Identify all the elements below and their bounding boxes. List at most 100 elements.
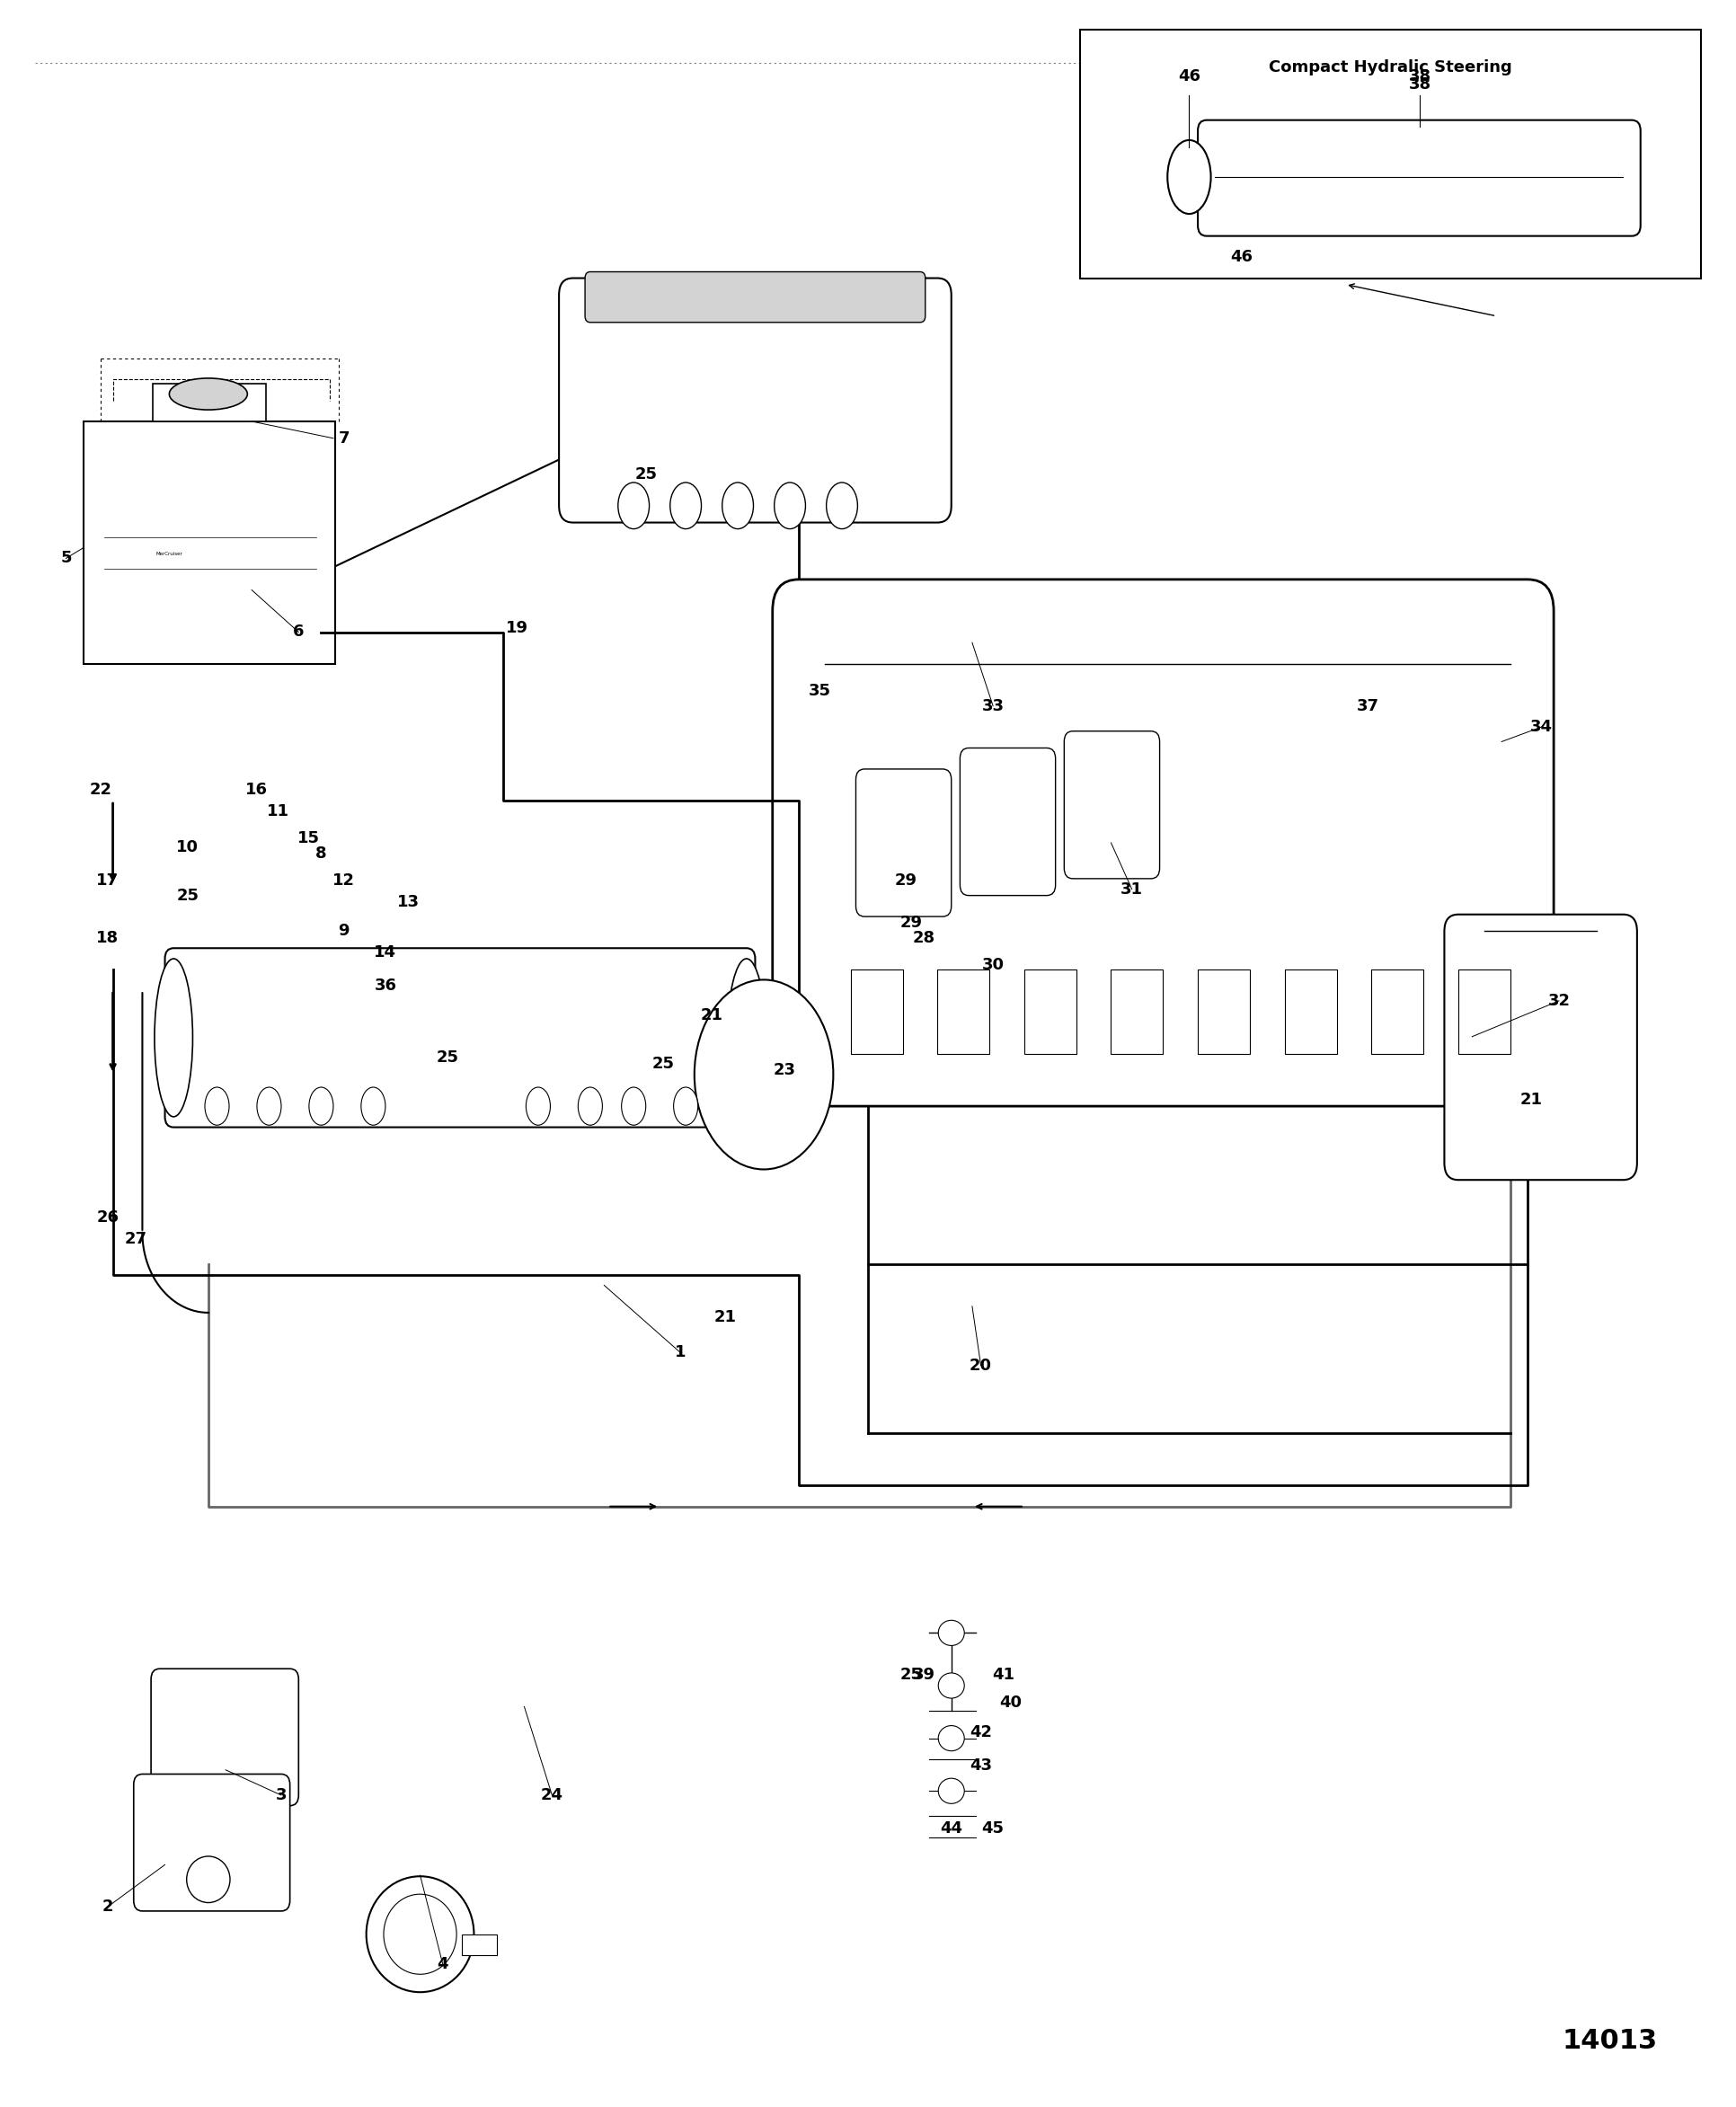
Ellipse shape <box>578 1087 602 1125</box>
Ellipse shape <box>939 1726 965 1751</box>
Ellipse shape <box>155 959 193 1117</box>
Text: 16: 16 <box>247 782 267 799</box>
Ellipse shape <box>694 980 833 1169</box>
Text: 44: 44 <box>941 1820 962 1837</box>
Bar <box>1024 969 1076 1054</box>
Text: 13: 13 <box>398 893 418 910</box>
Text: 38: 38 <box>1408 76 1432 93</box>
Bar <box>1111 969 1163 1054</box>
Text: 8: 8 <box>316 845 326 862</box>
Text: 3: 3 <box>276 1787 286 1804</box>
FancyBboxPatch shape <box>960 748 1055 895</box>
Text: 45: 45 <box>983 1820 1003 1837</box>
Text: 2: 2 <box>102 1898 113 1915</box>
Ellipse shape <box>309 1087 333 1125</box>
Ellipse shape <box>366 1875 474 1993</box>
Text: 35: 35 <box>809 683 830 700</box>
Bar <box>1458 969 1510 1054</box>
Text: 39: 39 <box>913 1667 934 1683</box>
Ellipse shape <box>205 1087 229 1125</box>
Text: 7: 7 <box>339 430 349 447</box>
FancyBboxPatch shape <box>165 948 755 1127</box>
Ellipse shape <box>674 1087 698 1125</box>
Ellipse shape <box>1167 141 1212 215</box>
Text: 34: 34 <box>1531 718 1552 735</box>
Ellipse shape <box>939 1620 965 1646</box>
Text: 12: 12 <box>333 872 354 889</box>
Text: 46: 46 <box>1231 249 1252 265</box>
Text: 22: 22 <box>90 782 111 799</box>
Text: 36: 36 <box>375 978 396 995</box>
Ellipse shape <box>384 1894 457 1974</box>
Ellipse shape <box>170 379 248 411</box>
Text: 14013: 14013 <box>1562 2029 1658 2054</box>
FancyBboxPatch shape <box>856 769 951 917</box>
Ellipse shape <box>257 1087 281 1125</box>
Ellipse shape <box>618 483 649 529</box>
Text: 23: 23 <box>774 1062 795 1079</box>
Text: 38: 38 <box>1408 67 1432 84</box>
FancyBboxPatch shape <box>1444 914 1637 1180</box>
Text: 20: 20 <box>970 1357 991 1374</box>
Text: 25: 25 <box>177 887 198 904</box>
Ellipse shape <box>526 1087 550 1125</box>
Text: 28: 28 <box>911 929 936 946</box>
FancyBboxPatch shape <box>559 278 951 523</box>
Bar <box>937 969 990 1054</box>
Text: 9: 9 <box>339 923 349 940</box>
Text: 21: 21 <box>701 1007 722 1024</box>
Text: 17: 17 <box>97 872 118 889</box>
Text: 25: 25 <box>437 1049 458 1066</box>
Text: 41: 41 <box>993 1667 1014 1683</box>
Text: 25: 25 <box>901 1667 922 1683</box>
Text: 27: 27 <box>125 1230 146 1247</box>
Text: 19: 19 <box>507 619 528 636</box>
FancyBboxPatch shape <box>585 272 925 322</box>
Ellipse shape <box>727 959 766 1117</box>
Text: 6: 6 <box>293 624 304 641</box>
Text: 18: 18 <box>95 929 120 946</box>
Ellipse shape <box>939 1778 965 1804</box>
Text: 30: 30 <box>983 957 1003 973</box>
Text: 10: 10 <box>177 839 198 855</box>
Bar <box>1080 29 1701 278</box>
Bar <box>1285 969 1337 1054</box>
FancyBboxPatch shape <box>151 1669 299 1806</box>
Text: 29: 29 <box>896 872 917 889</box>
Bar <box>851 969 903 1054</box>
Text: 29: 29 <box>901 914 922 931</box>
Bar <box>83 421 335 664</box>
Text: 31: 31 <box>1121 881 1142 898</box>
Bar <box>462 1934 496 1955</box>
FancyBboxPatch shape <box>1198 120 1641 236</box>
Ellipse shape <box>939 1673 965 1698</box>
Text: 46: 46 <box>1179 67 1200 84</box>
Text: 37: 37 <box>1358 697 1378 714</box>
Text: 26: 26 <box>97 1209 118 1226</box>
Text: 15: 15 <box>299 830 319 847</box>
Bar <box>1371 969 1424 1054</box>
FancyBboxPatch shape <box>773 579 1554 1106</box>
Text: 42: 42 <box>970 1724 991 1740</box>
Text: 4: 4 <box>437 1955 448 1972</box>
Bar <box>1198 969 1250 1054</box>
Text: 25: 25 <box>635 466 656 483</box>
FancyBboxPatch shape <box>1064 731 1160 879</box>
Text: 43: 43 <box>970 1757 991 1774</box>
Text: 25: 25 <box>653 1056 674 1072</box>
Text: 33: 33 <box>983 697 1003 714</box>
Text: 21: 21 <box>1521 1091 1542 1108</box>
Ellipse shape <box>361 1087 385 1125</box>
Text: 32: 32 <box>1549 992 1569 1009</box>
Bar <box>153 383 266 421</box>
Text: 1: 1 <box>675 1344 686 1361</box>
Ellipse shape <box>670 483 701 529</box>
Text: 11: 11 <box>267 803 288 820</box>
Ellipse shape <box>774 483 806 529</box>
Text: 24: 24 <box>542 1787 562 1804</box>
Text: 21: 21 <box>715 1308 736 1325</box>
Text: 5: 5 <box>61 550 71 567</box>
Ellipse shape <box>826 483 858 529</box>
Ellipse shape <box>621 1087 646 1125</box>
Ellipse shape <box>722 483 753 529</box>
